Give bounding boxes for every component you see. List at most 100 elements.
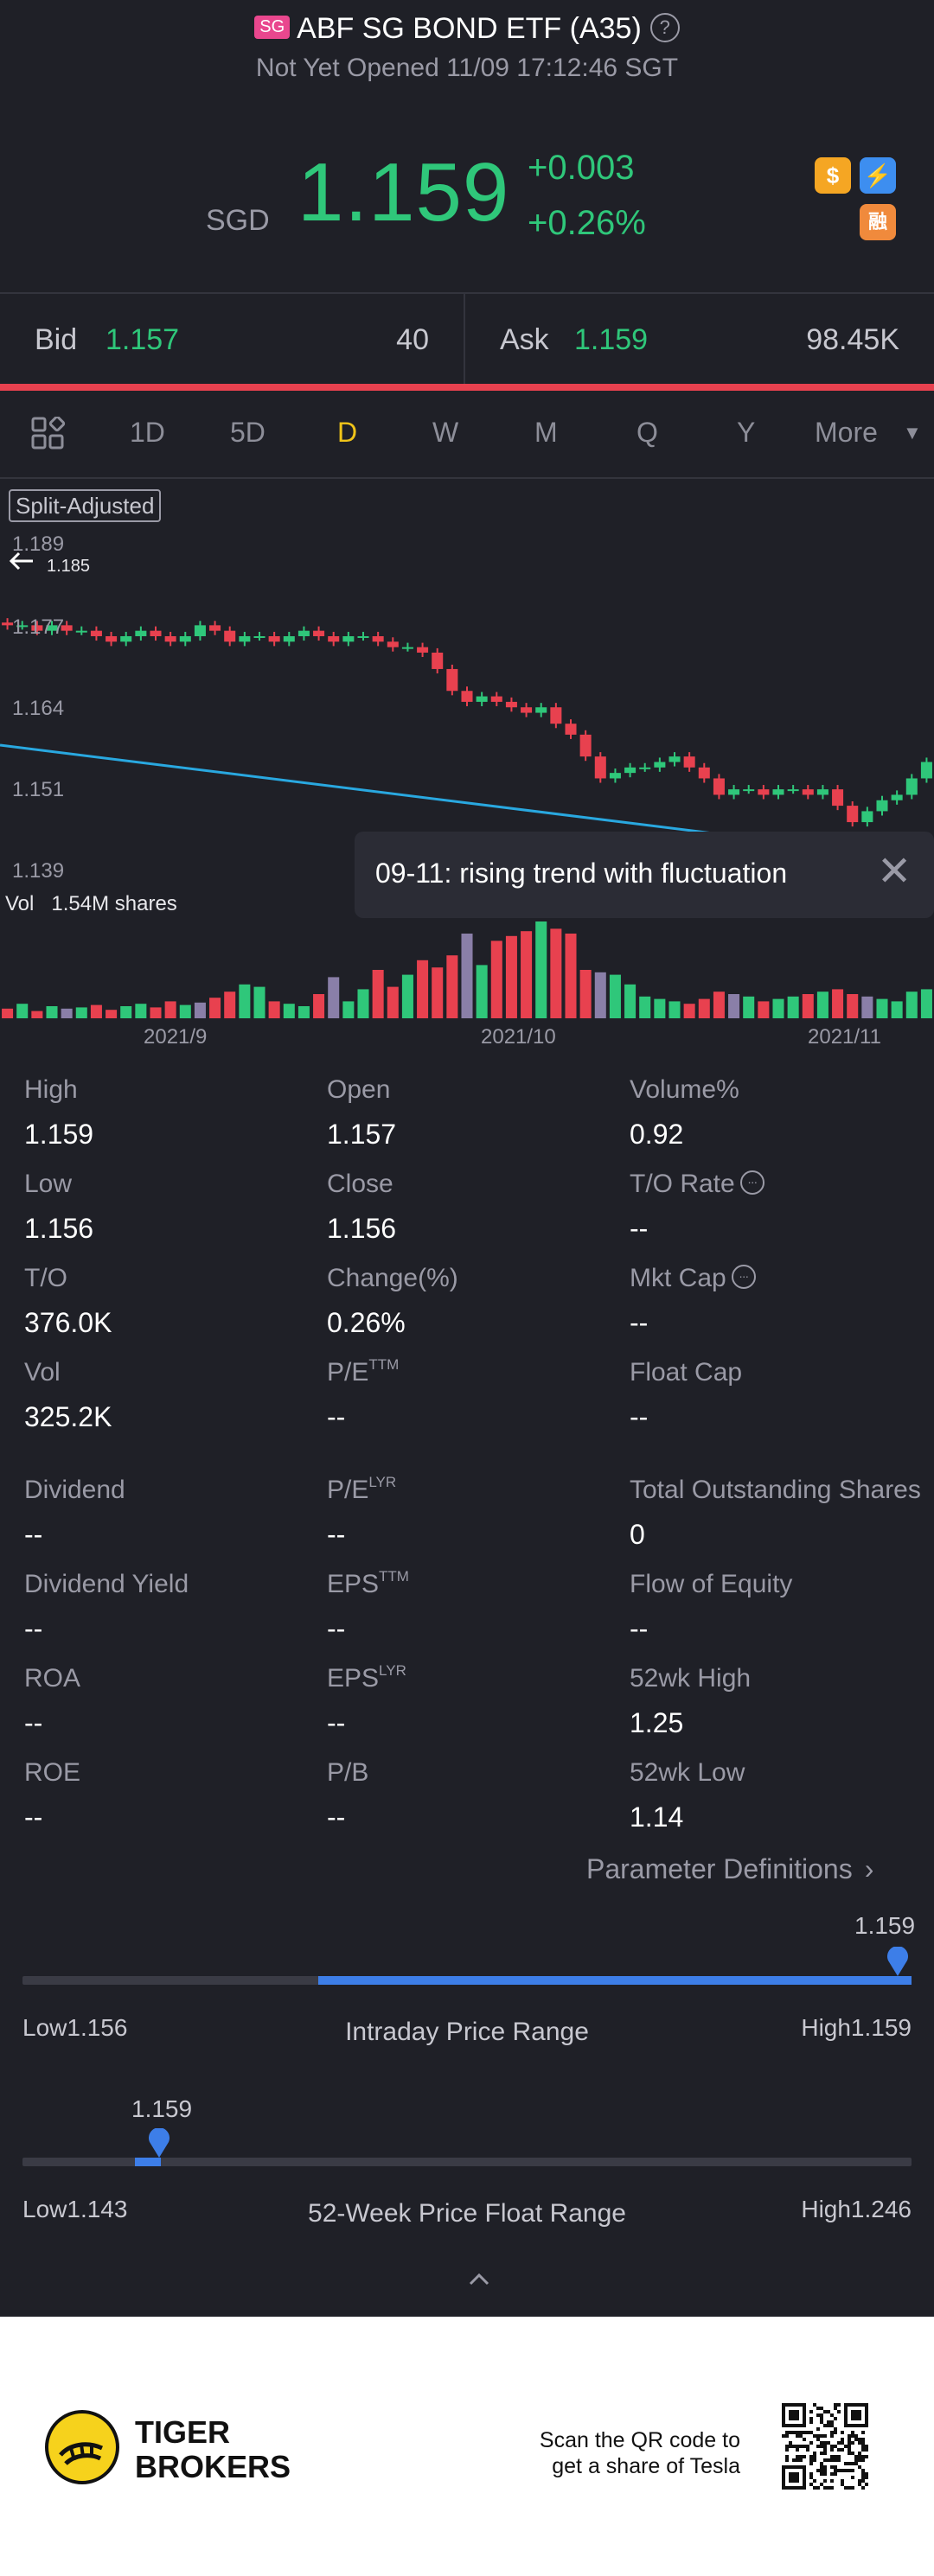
volume-bar: [224, 992, 236, 1018]
qr-module: [851, 2431, 854, 2434]
qr-module: [789, 2445, 792, 2448]
info-icon[interactable]: ···: [739, 1170, 764, 1196]
stat-value-t-o: 376.0K: [24, 1307, 112, 1338]
candle-body: [372, 636, 384, 642]
tab-q[interactable]: Q: [637, 417, 658, 448]
qr-module: [823, 2458, 827, 2462]
intraday-high: High1.159: [801, 2014, 912, 2041]
volume-bar: [772, 998, 784, 1018]
market-badge: SG: [254, 15, 291, 39]
stat-value-52wk-low: 1.14: [630, 1801, 684, 1833]
candle-body: [728, 789, 740, 795]
margin-icon[interactable]: 融: [860, 204, 896, 240]
qr-module: [796, 2431, 799, 2434]
split-adjusted-toggle[interactable]: Split-Adjusted: [9, 489, 162, 522]
qr-module: [823, 2424, 827, 2427]
week52-range-title: 52-Week Price Float Range: [308, 2199, 626, 2228]
info-icon[interactable]: ···: [731, 1265, 756, 1290]
qr-module: [809, 2458, 813, 2462]
volume-bar: [417, 960, 429, 1018]
candle-body: [46, 625, 58, 631]
candle-body: [758, 789, 770, 795]
qr-module: [809, 2455, 813, 2458]
qr-module: [823, 2445, 827, 2448]
dollar-icon[interactable]: $: [815, 157, 851, 194]
stat-value-roa: --: [24, 1707, 43, 1738]
chevron-up-icon[interactable]: [462, 2268, 496, 2289]
qr-module: [792, 2458, 796, 2462]
qr-module: [827, 2420, 830, 2424]
week52-range-track: [22, 2158, 912, 2166]
tab-5d[interactable]: 5D: [230, 417, 265, 448]
arrow-left-icon[interactable]: [7, 546, 36, 576]
candle-body: [75, 630, 87, 633]
qr-module: [816, 2434, 820, 2438]
qr-module: [820, 2417, 823, 2420]
candle-body: [891, 794, 903, 800]
qr-module: [861, 2448, 865, 2452]
qr-module: [823, 2434, 827, 2438]
qr-module: [816, 2445, 820, 2448]
qr-module: [820, 2441, 823, 2445]
qr-module: [799, 2434, 803, 2438]
qr-module: [861, 2479, 865, 2483]
tab-y[interactable]: Y: [737, 417, 756, 448]
qr-module: [806, 2431, 809, 2434]
stat-value-dividend: --: [24, 1519, 43, 1550]
candle-body: [476, 696, 488, 702]
tab-1d[interactable]: 1D: [130, 417, 165, 448]
ask-label: Ask: [500, 323, 549, 356]
volume-bar: [683, 1004, 695, 1018]
stat-value-close: 1.156: [327, 1213, 397, 1244]
qr-module: [785, 2448, 789, 2452]
qr-module: [861, 2431, 865, 2434]
tab-m[interactable]: M: [534, 417, 558, 448]
chevron-down-icon[interactable]: ▼: [903, 422, 922, 443]
candle-body: [357, 636, 369, 638]
stat-label-52wk-low: 52wk Low: [630, 1758, 745, 1787]
tab-more[interactable]: More: [815, 417, 878, 448]
help-icon[interactable]: ?: [649, 13, 680, 43]
indicator-grid-icon[interactable]: [31, 415, 66, 451]
qr-module: [785, 2431, 789, 2434]
qr-module: [830, 2413, 834, 2417]
stat-label-open: Open: [327, 1075, 391, 1104]
candlestick-chart[interactable]: [0, 527, 934, 1029]
volume-bar: [698, 998, 710, 1018]
flash-icon[interactable]: ⚡: [860, 157, 896, 194]
qr-module: [858, 2458, 861, 2462]
qr-module: [806, 2448, 809, 2452]
tab-d[interactable]: D: [337, 417, 358, 448]
parameter-definitions-link[interactable]: Parameter Definitions ›: [586, 1853, 874, 1884]
tab-w[interactable]: W: [432, 417, 459, 448]
qr-module: [848, 2462, 851, 2465]
stat-label-flow-of-equity: Flow of Equity: [630, 1570, 793, 1598]
candle-body: [743, 789, 755, 792]
qr-module: [799, 2455, 803, 2458]
volume-bar: [579, 970, 592, 1018]
candle-body: [401, 647, 413, 649]
volume-bar: [743, 996, 755, 1018]
candle-body: [120, 636, 132, 642]
qr-module: [830, 2445, 834, 2448]
candle-body: [268, 636, 280, 642]
qr-module: [851, 2452, 854, 2455]
candle-body: [209, 625, 221, 631]
volume-bar: [46, 1006, 58, 1018]
candle-body: [535, 707, 547, 713]
close-icon[interactable]: ✕: [877, 849, 912, 895]
candle-body: [624, 767, 637, 774]
qr-module: [813, 2452, 816, 2455]
candle-body: [905, 778, 918, 795]
candle-body: [239, 636, 251, 642]
qr-module: [830, 2448, 834, 2452]
y-tick-label: 1.139: [12, 859, 65, 883]
bid-price: 1.157: [106, 323, 180, 356]
candle-body: [328, 636, 340, 642]
qr-module: [823, 2441, 827, 2445]
qr-module: [844, 2469, 848, 2472]
qr-module: [816, 2438, 820, 2441]
qr-module: [816, 2427, 820, 2431]
volume-bar: [861, 996, 873, 1018]
qr-module: [865, 2455, 868, 2458]
